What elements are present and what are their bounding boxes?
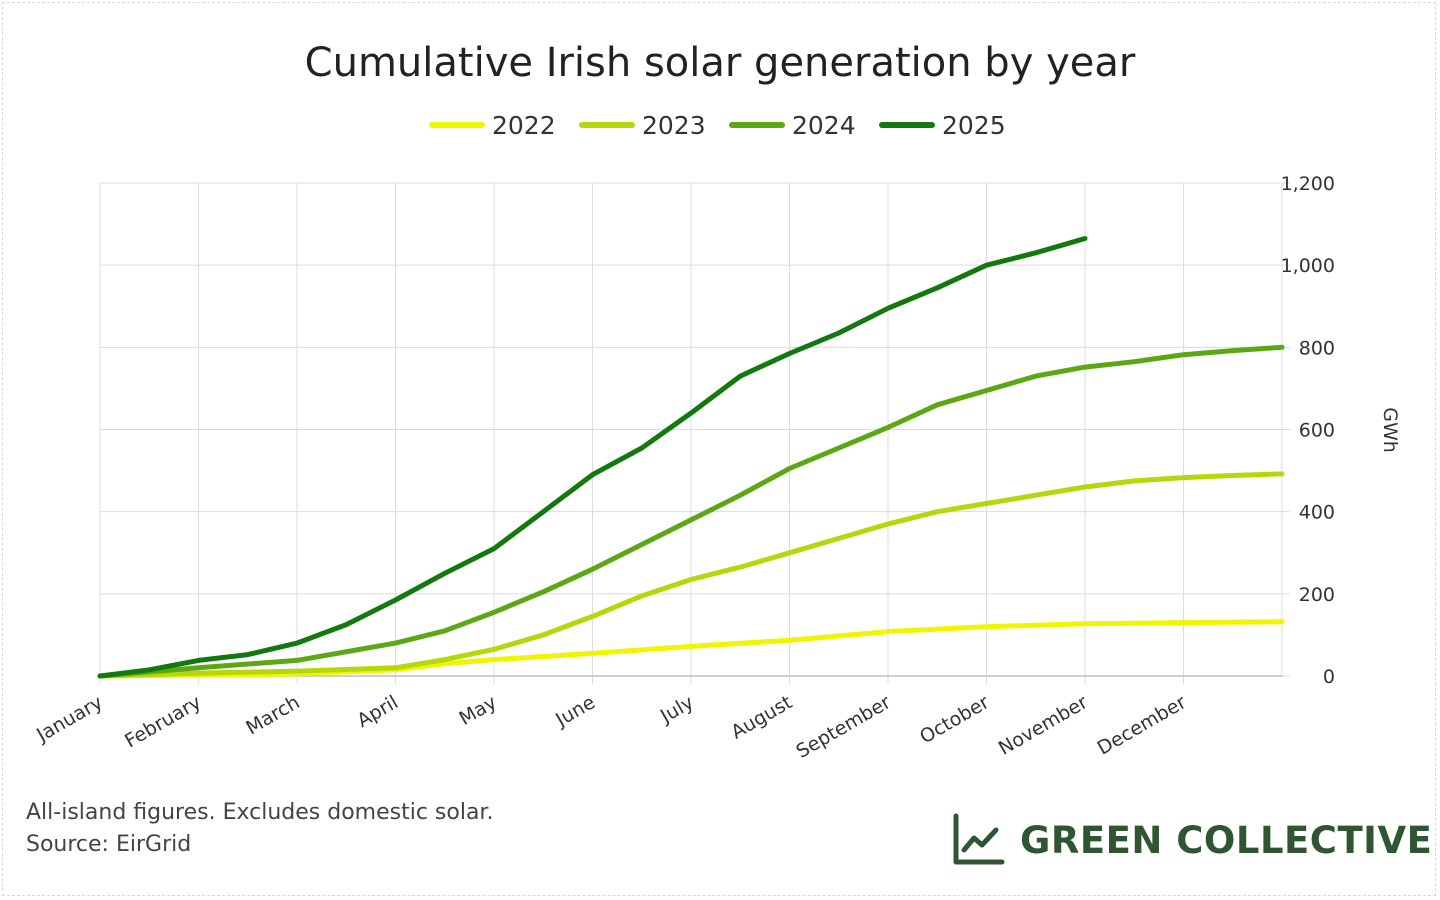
y-tick-label: 1,000	[1281, 255, 1335, 277]
x-tick-label: April	[353, 691, 402, 732]
grid	[99, 182, 1290, 684]
legend: 2022 2023 2024 2025	[429, 111, 1006, 140]
y-tick-label: 600	[1299, 420, 1335, 442]
brand-logo: GREEN COLLECTIVE	[950, 812, 1432, 868]
chart-title: Cumulative Irish solar generation by yea…	[305, 40, 1136, 86]
x-tick-label: November	[995, 691, 1092, 760]
series-line-2025	[97, 236, 1088, 679]
series-line-2024	[97, 344, 1285, 679]
footer-note: All-island figures. Excludes domestic so…	[26, 800, 494, 825]
y-tick-label: 1,200	[1281, 173, 1335, 195]
x-tick-label: December	[1094, 691, 1190, 759]
y-tick-label: 0	[1323, 666, 1335, 688]
x-tick-label: June	[551, 691, 599, 731]
series-line-2022	[97, 619, 1285, 679]
footer-source: Source: EirGrid	[26, 832, 192, 857]
y-tick-label: 200	[1299, 584, 1335, 606]
x-tick-label: August	[727, 691, 796, 743]
legend-label-2025: 2025	[942, 111, 1006, 140]
y-tick-label: 800	[1299, 337, 1335, 359]
legend-label-2023: 2023	[642, 111, 706, 140]
x-tick-label: January	[32, 691, 106, 747]
series-line-2023	[97, 471, 1285, 679]
legend-label-2024: 2024	[792, 111, 856, 140]
line-chart-icon	[953, 813, 1005, 865]
y-axis-label: GWh	[1379, 407, 1401, 453]
legend-label-2022: 2022	[492, 111, 556, 140]
x-tick-label: October	[916, 691, 993, 748]
x-tick-label: March	[242, 691, 303, 739]
brand-name: GREEN COLLECTIVE	[1020, 818, 1433, 862]
x-tick-label: July	[656, 691, 697, 728]
x-tick-label: May	[455, 691, 500, 730]
x-tick-label: September	[793, 691, 895, 763]
series-lines	[97, 236, 1285, 679]
y-tick-label: 400	[1299, 502, 1335, 524]
x-tick-label: February	[121, 691, 205, 752]
